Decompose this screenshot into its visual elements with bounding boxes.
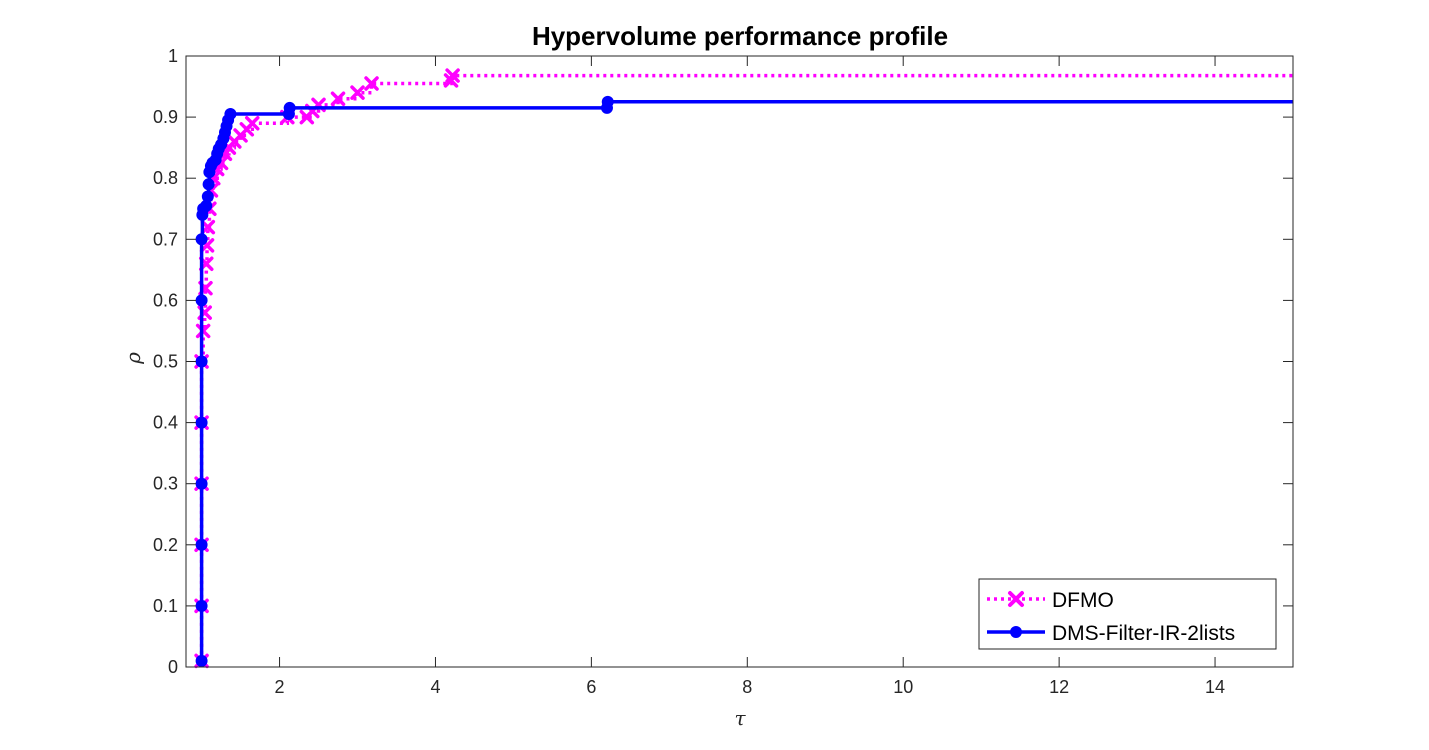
chart-title: Hypervolume performance profile [532,21,948,51]
data-point-dfmo [445,68,460,83]
y-tick-label: 0.9 [153,107,178,127]
y-tick-label: 1 [168,46,178,66]
x-tick-label: 4 [430,677,440,697]
data-point-dfmo [245,115,260,131]
y-tick-label: 0.8 [153,168,178,188]
data-point-dms-filter [195,416,208,429]
y-tick-label: 0.6 [153,290,178,310]
data-point-dms-filter [202,178,215,191]
legend-dms-marker [1010,626,1022,638]
data-point-dms-filter [195,355,208,368]
data-point-dms-filter [195,477,208,490]
y-axis-label: ρ [121,352,145,365]
x-tick-label: 8 [742,677,752,697]
plot-area [186,56,1293,667]
data-point-dms-filter [195,538,208,551]
legend-dfmo-marker [1008,591,1024,607]
x-axis-ticks: 2 4 6 8 10 12 14 [275,56,1225,697]
data-point-dms-filter [201,190,214,203]
y-tick-label: 0.1 [153,596,178,616]
data-point-dfmo [364,76,379,91]
y-axis-ticks: 0 0.1 0.2 0.3 0.4 0.5 0.6 0.7 0.8 0.9 1 [153,46,1293,677]
data-point-dfmo [330,91,346,107]
y-tick-label: 0.3 [153,474,178,494]
data-point-dfmo [350,85,365,100]
legend-box [978,578,1277,650]
x-tick-label: 10 [893,677,913,697]
data-point-dms-filter [195,599,208,612]
data-point-dms-filter [195,654,208,667]
x-tick-label: 14 [1205,677,1225,697]
data-point-dms-filter [601,95,614,108]
x-tick-label: 12 [1049,677,1069,697]
x-tick-label: 6 [586,677,596,697]
data-point-dfmo [200,219,216,235]
data-point-dms-filter [195,233,208,246]
data-point-dms-filter [283,101,296,114]
data-point-dms-filter [224,108,237,121]
data-point-dms-filter [195,294,208,307]
y-tick-label: 0 [168,657,178,677]
x-axis-label: τ [734,706,746,730]
legend-dms-label: DMS-Filter-IR-2lists [1052,622,1235,645]
legend: DFMO DMS-Filter-IR-2lists [978,578,1277,650]
y-tick-label: 0.2 [153,535,178,555]
y-tick-label: 0.5 [153,352,178,372]
legend-dfmo-label: DFMO [1052,589,1114,612]
series-layer [194,68,1293,669]
y-tick-label: 0.7 [153,229,178,249]
y-tick-label: 0.4 [153,413,178,433]
x-tick-label: 2 [275,677,285,697]
